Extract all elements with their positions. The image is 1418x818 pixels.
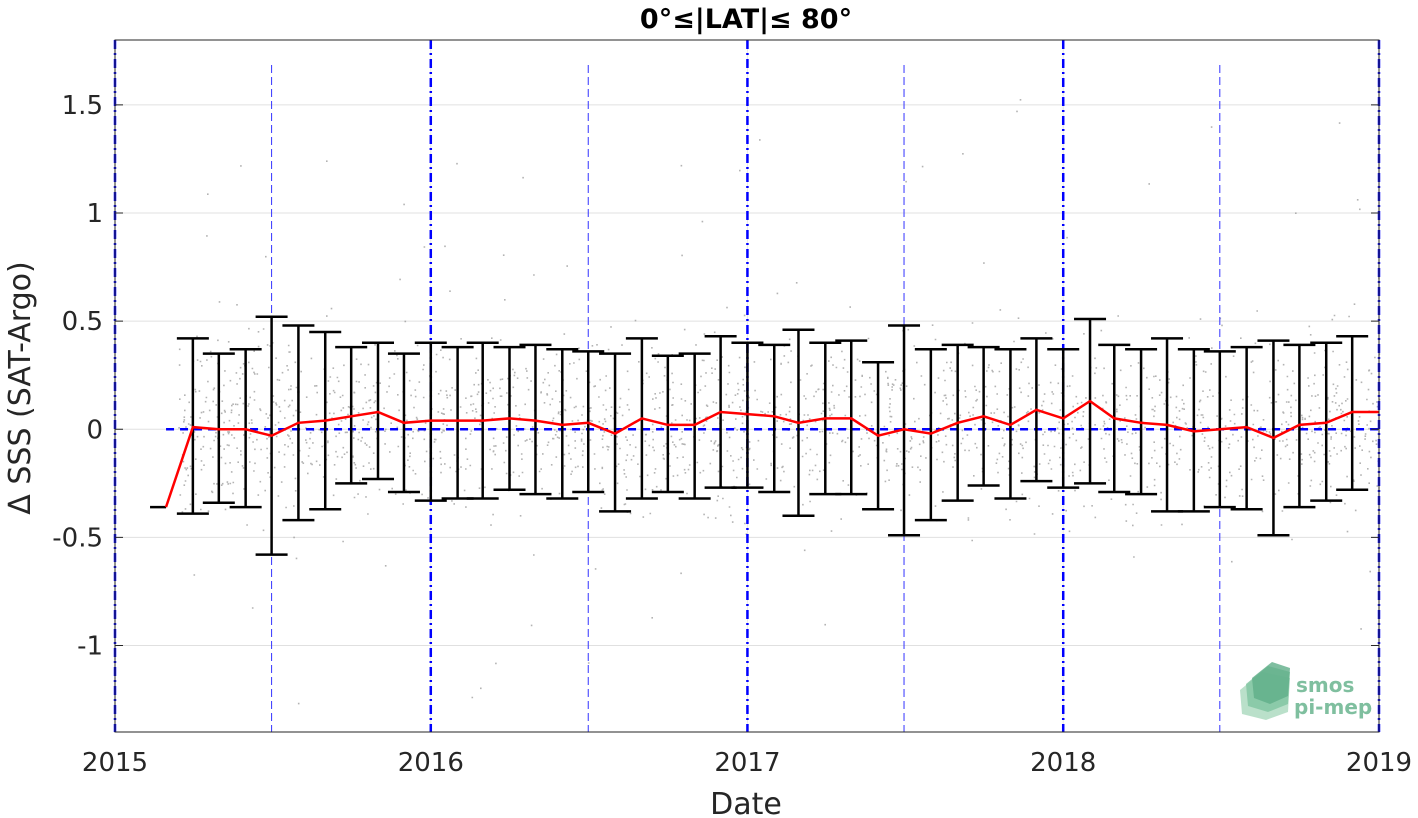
mean-line bbox=[164, 399, 1379, 508]
x-tick-label: 2015 bbox=[82, 748, 148, 778]
x-tick-label: 2016 bbox=[398, 748, 464, 778]
logo-mark-icon bbox=[1240, 662, 1290, 720]
plot-frame bbox=[114, 39, 1380, 733]
x-tick-label: 2019 bbox=[1346, 748, 1412, 778]
logo-line2: pi-mep bbox=[1294, 695, 1372, 719]
y-tick-label: -1 bbox=[77, 632, 103, 662]
y-tick-label: 1 bbox=[86, 199, 103, 229]
chart-title: 0°≤|LAT|≤ 80° bbox=[640, 4, 852, 35]
y-axis-ticks: -1 -0.5 0 0.5 1 1.5 bbox=[52, 91, 1379, 662]
y-tick-label: 0 bbox=[86, 415, 103, 445]
y-axis-label: Δ SSS (SAT-Argo) bbox=[3, 261, 38, 514]
y-tick-label: -0.5 bbox=[52, 523, 103, 553]
x-tick-label: 2017 bbox=[714, 748, 780, 778]
x-axis-label: Date bbox=[710, 787, 782, 818]
y-tick-label: 0.5 bbox=[62, 307, 103, 337]
smos-pimep-logo: smos pi-mep bbox=[1240, 662, 1372, 720]
x-tick-label: 2018 bbox=[1030, 748, 1096, 778]
y-tick-label: 1.5 bbox=[62, 91, 103, 121]
x-axis-ticks: 2015 2016 2017 2018 2019 bbox=[82, 748, 1412, 778]
logo-line1: smos bbox=[1296, 673, 1354, 697]
mean-series-line bbox=[164, 399, 1379, 508]
